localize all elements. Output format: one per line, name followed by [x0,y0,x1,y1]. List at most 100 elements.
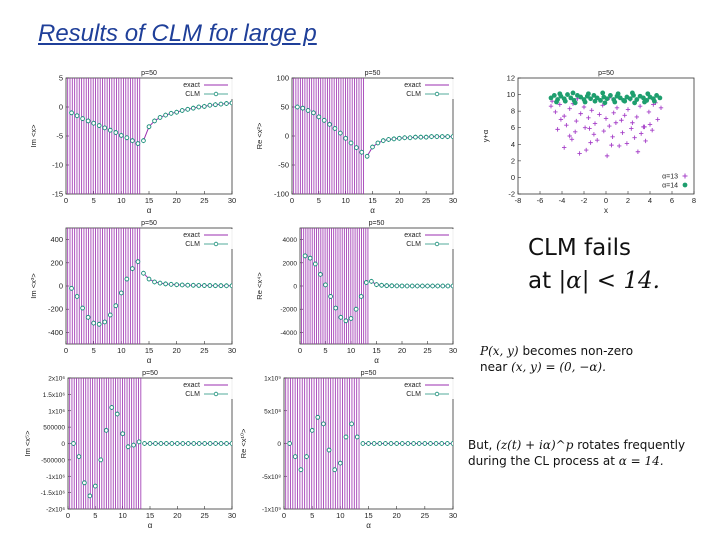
x-axis-label: α [366,521,371,530]
y-tick-label: 6 [511,123,515,132]
scatter-point-alpha14 [570,90,576,96]
x-tick-label: 20 [392,511,400,520]
x-tick-label: 10 [117,346,125,355]
chart-title: p=50 [365,70,381,77]
clm-point [307,255,313,261]
scatter-point-alpha13 [595,137,600,143]
y-tick-label: 0 [59,103,63,112]
chart-svg: p=50 0 5 10 15 20 25 30 α 2x10⁶ 1.5x10⁶ 1x10⁶ 500000… [23,370,236,530]
clm-fails-math: |α| < 14. [558,268,660,295]
clm-point [91,320,97,326]
clm-point [353,306,359,312]
note2-text1: But, [468,438,497,452]
clm-point [174,109,180,115]
clm-point [332,126,338,131]
clm-point [130,138,135,143]
clm-point [152,279,157,285]
chart-re-x4: p=50 0 5 10 15 20 25 30 α 4000 2000 0 -2000 -4000 Re <… [254,216,459,366]
scatter-point-alpha13 [601,128,606,134]
clm-point [153,441,158,446]
scatter-point-alpha13 [635,149,641,154]
y-tick-label: 0 [285,132,289,141]
clm-point [287,441,292,446]
chart-im-x3: p=50 0 5 10 15 20 25 30 α 400 200 0 -200 -400 Im <x³> e… [28,216,238,366]
clm-point [434,134,440,139]
clm-point [304,454,309,459]
clm-point [174,441,180,446]
scatter-point-alpha14 [632,100,637,106]
x-tick-label: 6 [670,196,674,205]
scatter-point-alpha14 [592,98,598,104]
clm-point [323,282,328,288]
scatter-point-alpha13 [620,130,625,135]
clm-point [201,283,207,288]
clm-point [405,441,411,446]
chart-title: p=50 [361,370,377,377]
clm-point [118,290,124,296]
clm-point [229,283,232,289]
clm-point [374,282,379,287]
clm-point [394,441,400,446]
clm-point [311,110,316,116]
clm-point [309,428,315,433]
x-tick-label: 30 [449,346,457,355]
clm-point [130,266,135,271]
clm-point [366,441,371,446]
legend-label: exact [183,232,200,239]
scatter-point-alpha14 [578,94,584,100]
clm-point [420,283,425,289]
scatter-point-alpha14 [551,93,557,98]
plot-area [301,228,453,344]
clm-point [190,105,196,111]
y-tick-label: 0 [511,173,515,182]
clm-fails-prefix: at [528,268,559,295]
clm-point [348,140,354,146]
x-tick-label: 10 [117,196,125,205]
clm-point [338,314,344,320]
y-tick-label: 5 [59,74,63,83]
y-tick-label: -50 [278,161,289,170]
clm-point [96,123,102,128]
clm-point [102,125,108,131]
scatter-point-alpha14 [604,96,610,102]
clm-point [142,441,147,446]
note2-text3: during the CL process at [468,454,619,469]
y-tick-label: 50 [281,103,289,112]
clm-point [428,441,433,446]
clm-point [125,444,131,450]
legend-label: CLM [185,241,200,248]
legend-label: CLM [185,91,200,98]
scatter-point-alpha13 [609,142,614,148]
scatter-point-alpha13 [558,117,564,122]
clm-point [318,272,323,277]
x-tick-label: 15 [145,196,153,205]
scatter-point-alpha13 [562,145,567,150]
clm-point [404,283,410,289]
y-tick-label: 8 [511,107,515,116]
clm-point [185,106,191,112]
chart-re-x2: p=50 0 5 10 15 20 25 30 α 100 50 0 -50 -100 Re <x²> exa… [254,66,459,216]
clm-point [152,118,157,124]
chart-title: p=50 [598,70,614,77]
clm-point [384,283,390,289]
scatter-point-alpha13 [581,104,587,110]
legend-label: CLM [185,391,200,398]
clm-point [402,135,408,141]
x-tick-label: 8 [692,196,696,205]
chart-re-x10: p=50 0 5 10 15 20 25 30 α 1x10⁹ 5x10⁸ 0 -5x10⁸ -1x10⁹… [238,366,459,531]
scatter-point-alpha13 [592,121,598,126]
scatter-point-alpha14 [598,97,603,103]
scatter-point-alpha13 [614,105,620,111]
y-tick-label: -1x10⁶ [46,474,65,481]
note1-text2: near [480,360,512,375]
clm-point [399,441,405,446]
clm-point [113,303,119,309]
clm-point [370,144,375,150]
clm-point [321,117,327,123]
clm-point [98,457,104,463]
scatter-point-alpha14 [622,98,628,104]
clm-point [411,441,416,446]
clm-point [229,441,232,446]
y-tick-label: 4 [511,140,515,149]
clm-point [358,294,364,299]
